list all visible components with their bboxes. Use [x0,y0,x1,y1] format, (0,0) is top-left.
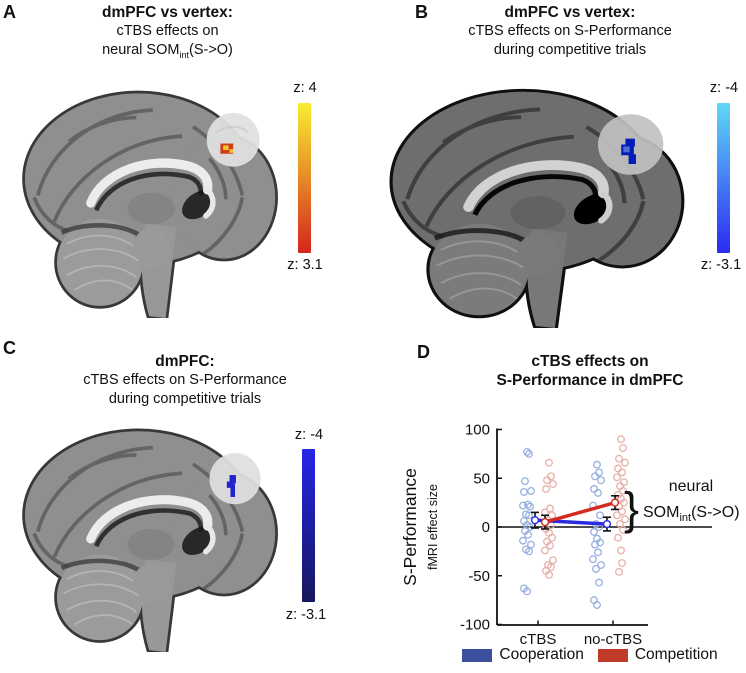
svg-text:SOMint(S->O): SOMint(S->O) [643,504,740,524]
panel-b-colorbar-min: z: -3.1 [700,257,742,273]
panel-a-title: dmPFC vs vertex: cTBS effects on neural … [35,3,300,65]
svg-text:cTBS: cTBS [520,631,557,648]
panel-d-letter: D [417,342,430,362]
legend-swatch [462,648,493,662]
panel-b-colorbar [717,103,730,253]
panel-d-title-line1: cTBS effects on [531,353,649,370]
panel-d-title-line2: S-Performance in dmPFC [496,372,684,389]
panel-c-title-line3: during competitive trials [108,391,262,407]
legend-item-competition: Competition [597,646,718,664]
activation-blob-negative [621,138,636,165]
panel-c-title-line1: dmPFC: [155,353,215,370]
svg-text:-100: -100 [460,617,490,634]
panel-b-title-line2: cTBS effects on S-Performance [468,23,672,39]
svg-text:no-cTBS: no-cTBS [584,631,642,648]
sagittal-brain-b [380,84,696,328]
sagittal-brain-c [14,424,288,652]
panel-c-brain-image [14,424,288,652]
panel-c-letter: C [3,338,16,358]
panel-c-colorbar-min: z: -3.1 [285,607,327,623]
svg-text:50: 50 [473,470,490,487]
panel-b-title-line1: dmPFC vs vertex: [504,4,636,21]
svg-text:neural: neural [669,478,713,495]
legend-swatch [597,648,628,662]
svg-text:S-Performance: S-Performance [400,468,420,586]
sagittal-brain-a [14,86,288,318]
panel-a-colorbar-max: z: 4 [293,80,317,96]
legend-item-cooperation: Cooperation [462,646,584,664]
panel-a-colorbar-min: z: 3.1 [287,257,323,273]
panel-c-title: dmPFC: cTBS effects on S-Performance dur… [45,352,325,409]
panel-b-colorbar-max: z: -4 [709,80,739,96]
panel-a-title-line3: neural SOMint(S->O) [102,42,233,60]
panel-a-letter: A [3,2,16,22]
chart-legend: Cooperation Competition [437,646,743,664]
panel-b-title: dmPFC vs vertex: cTBS effects on S-Perfo… [425,3,715,60]
svg-text:100: 100 [465,422,490,439]
legend-label: Competition [634,646,718,663]
panel-c-title-line2: cTBS effects on S-Performance [83,372,287,388]
svg-text:-50: -50 [468,568,490,585]
panel-c-colorbar-max: z: -4 [294,427,324,443]
panel-a-brain-image [14,86,288,318]
panel-b-title-line3: during competitive trials [493,42,647,58]
activation-blob-positive [220,143,234,154]
panel-a-title-line1: dmPFC vs vertex: [102,4,233,21]
svg-text:}: } [624,483,639,534]
activation-blob-negative [226,475,236,497]
dmpfc-roi-circle [206,112,260,167]
panel-d-title: cTBS effects on S-Performance in dmPFC [460,352,720,390]
svg-text:fMRI effect size: fMRI effect size [426,484,440,570]
panel-a-colorbar [298,103,311,253]
panel-b-brain-image [380,84,696,328]
svg-text:0: 0 [482,519,490,536]
legend-label: Cooperation [499,646,584,663]
panel-b-letter: B [415,2,428,22]
panel-c-colorbar [302,449,315,602]
panel-a-title-line2: cTBS effects on [116,23,219,39]
scatter-chart: 100 50 0 -50 -100 cTBS no-cTBS S-Performance fMR… [400,422,740,648]
